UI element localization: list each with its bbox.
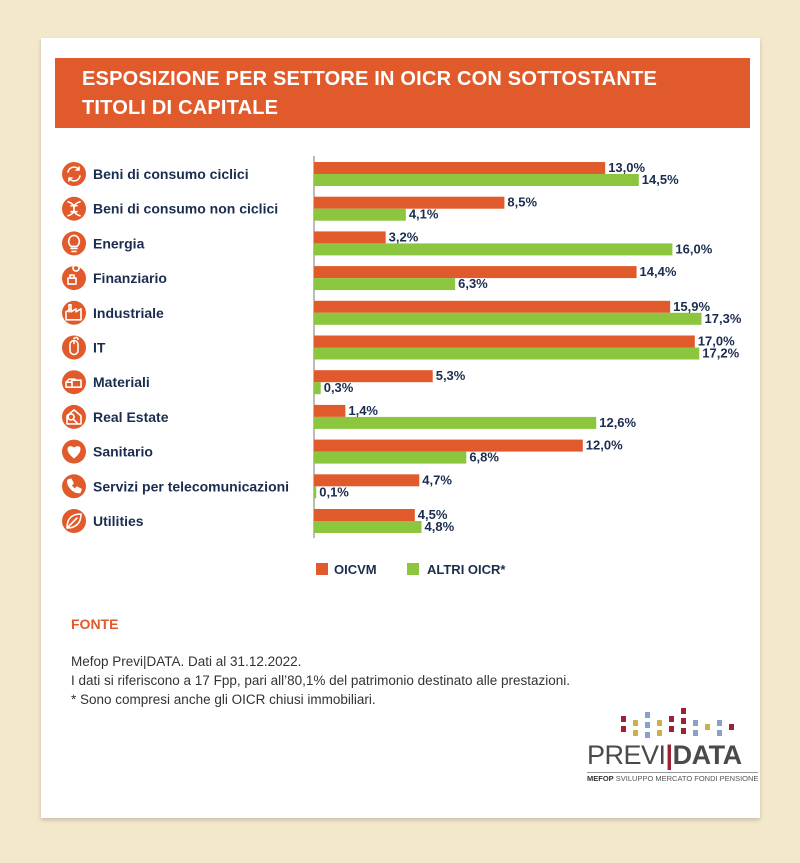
value-label-altri-oicr: 6,8% xyxy=(469,450,499,465)
bar-altri-oicr xyxy=(314,174,639,186)
bar-oicvm xyxy=(314,231,386,244)
chart-title-line-1: ESPOSIZIONE PER SETTORE IN OICR CON SOTT… xyxy=(82,68,658,90)
value-label-oicvm: 3,2% xyxy=(389,229,419,244)
value-label-altri-oicr: 6,3% xyxy=(458,276,488,291)
bar-oicvm xyxy=(314,509,415,521)
bar-altri-oicr xyxy=(314,312,702,325)
title-banner: ESPOSIZIONE PER SETTORE IN OICR CON SOTT… xyxy=(55,58,750,128)
value-label-oicvm: 15,9% xyxy=(673,299,710,314)
coins-icon xyxy=(62,264,86,291)
value-label-altri-oicr: 0,3% xyxy=(324,380,354,395)
bar-oicvm xyxy=(314,266,637,279)
heart-icon xyxy=(62,439,86,464)
bar-altri-oicr xyxy=(314,382,321,395)
logo-bars-graphic xyxy=(621,708,734,738)
bar-oicvm xyxy=(314,300,671,313)
materials-icon xyxy=(62,370,86,395)
bar-altri-oicr xyxy=(314,243,673,256)
factory-icon xyxy=(62,300,86,325)
cycle-icon xyxy=(62,162,86,186)
value-label-altri-oicr: 17,3% xyxy=(705,311,742,326)
legend-swatch-altri-oicr xyxy=(407,563,419,575)
category-label: Real Estate xyxy=(93,409,169,425)
logo-previ: PREVI xyxy=(587,740,666,770)
value-label-altri-oicr: 14,5% xyxy=(642,172,679,187)
value-label-altri-oicr: 17,2% xyxy=(702,346,739,361)
value-label-altri-oicr: 4,8% xyxy=(425,519,455,534)
bar-oicvm xyxy=(314,335,695,348)
source-line: Mefop Previ|DATA. Dati al 31.12.2022. xyxy=(71,654,302,669)
value-label-oicvm: 8,5% xyxy=(507,195,537,210)
category-label: Industriale xyxy=(93,305,164,321)
source-line: I dati si riferiscono a 17 Fpp, pari all… xyxy=(71,673,571,688)
bar-oicvm xyxy=(314,474,420,487)
logo-data: DATA xyxy=(672,740,742,770)
mouse-icon xyxy=(62,335,86,360)
bar-altri-oicr xyxy=(314,416,597,429)
legend-label-altri-oicr: ALTRI OICR* xyxy=(427,562,506,577)
house-icon xyxy=(62,404,86,429)
value-label-altri-oicr: 0,1% xyxy=(319,484,349,499)
category-label: Servizi per telecomunicazioni xyxy=(93,478,289,494)
logo-tagline-text: SVILUPPO MERCATO FONDI PENSIONE xyxy=(615,774,759,783)
bar-oicvm xyxy=(314,439,583,452)
value-label-oicvm: 13,0% xyxy=(608,160,645,175)
category-label: Materiali xyxy=(93,374,150,390)
leaf-icon xyxy=(62,509,86,533)
value-label-altri-oicr: 16,0% xyxy=(675,241,712,256)
category-label: Beni di consumo non ciclici xyxy=(93,201,278,217)
bar-altri-oicr xyxy=(314,208,406,221)
source-text: Mefop Previ|DATA. Dati al 31.12.2022. I … xyxy=(71,652,570,709)
dna-icon xyxy=(62,196,86,221)
phone-icon xyxy=(62,474,86,499)
category-label: IT xyxy=(93,340,106,356)
lightbulb-icon xyxy=(62,231,86,256)
bar-oicvm xyxy=(314,404,346,417)
logo-wordmark: PREVI|DATA xyxy=(587,740,742,770)
category-label: Finanziario xyxy=(93,270,167,286)
infographic-card: ESPOSIZIONE PER SETTORE IN OICR CON SOTT… xyxy=(41,38,760,818)
bar-altri-oicr xyxy=(314,521,422,533)
bar-altri-oicr xyxy=(314,486,317,499)
source-line: * Sono compresi anche gli OICR chiusi im… xyxy=(71,692,376,707)
category-label: Energia xyxy=(93,235,145,251)
bar-altri-oicr xyxy=(314,451,467,464)
legend-label-oicvm: OICVM xyxy=(334,562,377,577)
value-label-oicvm: 1,4% xyxy=(348,403,378,418)
category-label: Sanitario xyxy=(93,444,153,460)
value-label-oicvm: 12,0% xyxy=(586,438,623,453)
source-title: FONTE xyxy=(71,616,119,632)
value-label-oicvm: 4,7% xyxy=(422,472,452,487)
value-label-oicvm: 4,5% xyxy=(418,507,448,522)
bar-altri-oicr xyxy=(314,278,456,291)
bar-oicvm xyxy=(314,196,505,209)
bar-oicvm xyxy=(314,162,606,174)
value-label-oicvm: 5,3% xyxy=(436,368,466,383)
logo-mefop: MEFOP xyxy=(587,774,614,783)
category-label: Beni di consumo ciclici xyxy=(93,166,249,182)
bar-oicvm xyxy=(314,370,433,383)
logo-tagline: MEFOP SVILUPPO MERCATO FONDI PENSIONE xyxy=(587,772,759,783)
legend-swatch-oicvm xyxy=(316,563,328,575)
previdata-logo: PREVI|DATA MEFOP SVILUPPO MERCATO FONDI … xyxy=(581,698,759,788)
value-label-oicvm: 14,4% xyxy=(640,264,677,279)
chart-title-line-2: TITOLI DI CAPITALE xyxy=(82,97,279,119)
value-label-oicvm: 17,0% xyxy=(698,334,735,349)
value-label-altri-oicr: 4,1% xyxy=(409,207,439,222)
bar-chart: Beni di consumo ciclici 13,0%14,5% Beni di… xyxy=(62,156,742,577)
bar-altri-oicr xyxy=(314,347,700,360)
value-label-altri-oicr: 12,6% xyxy=(599,415,636,430)
category-label: Utilities xyxy=(93,513,144,529)
